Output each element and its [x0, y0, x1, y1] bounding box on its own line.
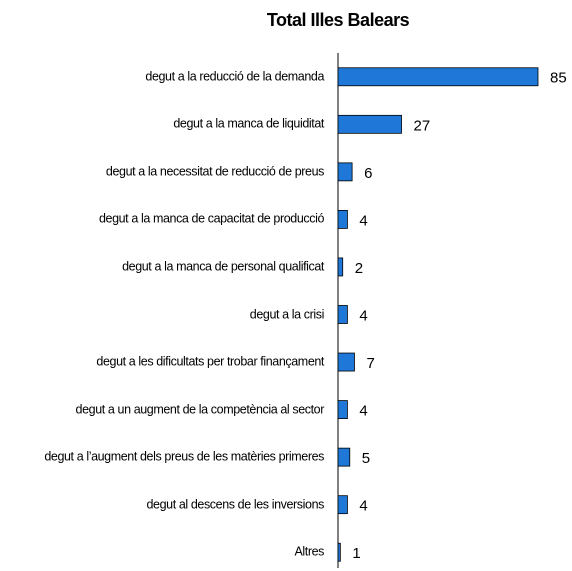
value-label: 4	[359, 403, 367, 420]
bar	[337, 495, 348, 515]
category-label: Altres	[294, 544, 324, 559]
category-label: degut a les dificultats per trobar finan…	[96, 354, 324, 369]
value-label: 4	[359, 307, 367, 324]
bar	[337, 210, 348, 229]
category-label: degut a la manca de capacitat de producc…	[98, 211, 324, 226]
bar	[337, 447, 351, 467]
bar	[337, 67, 539, 87]
bar	[337, 352, 355, 372]
value-label: 1	[352, 545, 360, 562]
chart-title: Total Illes Balears	[266, 10, 410, 30]
category-label: degut a la manca de personal qualificat	[122, 259, 324, 274]
bar	[337, 114, 402, 134]
value-label: 85	[550, 70, 567, 87]
value-label: 27	[414, 117, 431, 134]
bar	[337, 305, 348, 324]
value-label: 4	[359, 498, 367, 515]
bar	[337, 162, 353, 182]
category-label: degut a l’augment dels preus de les matè…	[44, 449, 324, 464]
value-label: 5	[362, 450, 370, 467]
bar	[337, 400, 348, 419]
bar	[337, 257, 344, 277]
category-label: degut a la reducció de la demanda	[145, 69, 324, 84]
category-label: degut a la crisi	[249, 307, 325, 321]
value-label: 6	[364, 165, 372, 182]
category-label: degut al descens de les inversions	[146, 497, 325, 512]
value-label: 4	[359, 212, 367, 229]
value-label: 2	[355, 260, 363, 277]
value-label: 7	[366, 355, 374, 372]
category-label: degut a la manca de liquiditat	[173, 116, 324, 131]
category-label: degut a la necessitat de reducció de pre…	[105, 164, 324, 179]
bar	[337, 542, 341, 562]
category-label: degut a un augment de la competència al …	[75, 402, 325, 417]
